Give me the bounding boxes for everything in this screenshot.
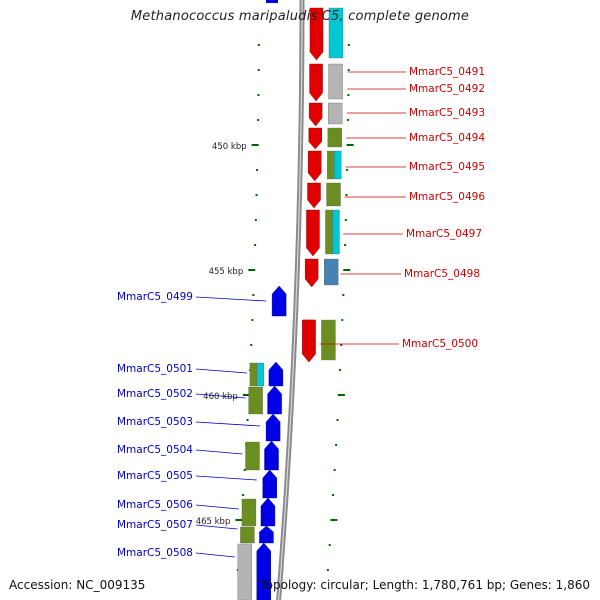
reverse-gene-arrow[interactable] [259, 525, 274, 544]
gene-label[interactable]: MmarC5_0507 [117, 519, 193, 531]
reverse-gene-arrow[interactable] [262, 469, 277, 499]
gene-label[interactable]: MmarC5_0496 [409, 191, 485, 203]
reverse-gene-arrow[interactable] [256, 542, 271, 600]
label-layer: MmarC5_0491 MmarC5_0492 MmarC5_0493 MmarC5_… [117, 66, 485, 559]
gene-label[interactable]: MmarC5_0503 [117, 416, 193, 428]
genome-backbone-highlight [278, 0, 303, 600]
gene-label[interactable]: MmarC5_0492 [409, 83, 485, 95]
forward-gene-arrow[interactable] [308, 127, 322, 150]
reverse-gene-arrow[interactable] [271, 285, 287, 317]
accession-text: Accession: NC_009135 [9, 578, 146, 592]
backbone-layer [276, 0, 305, 600]
gene-label[interactable]: MmarC5_0494 [409, 132, 485, 144]
cog-category-block [326, 182, 341, 207]
cog-category-block [334, 150, 342, 180]
cog-category-block [245, 441, 260, 471]
gene-label[interactable]: MmarC5_0501 [117, 363, 193, 375]
forward-gene-arrow[interactable] [309, 7, 324, 61]
gene-label-leader [195, 421, 261, 427]
gene-label[interactable]: MmarC5_0504 [117, 444, 193, 456]
gene-label[interactable]: MmarC5_0491 [409, 66, 485, 78]
cog-category-block [321, 319, 336, 361]
gene-label[interactable]: MmarC5_0506 [117, 499, 193, 511]
reverse-gene-arrow[interactable] [268, 361, 284, 387]
cog-layer [237, 7, 344, 600]
cog-category-block [328, 7, 344, 59]
gene-label[interactable]: MmarC5_0498 [404, 268, 480, 280]
forward-gene-arrow[interactable] [309, 63, 323, 102]
cog-category-block [237, 543, 252, 600]
reverse-gene-arrow[interactable] [265, 413, 281, 442]
reverse-gene-arrow[interactable] [267, 385, 282, 415]
forward-gene-arrow[interactable] [306, 209, 320, 257]
gene-label[interactable]: MmarC5_0495 [409, 161, 485, 173]
reverse-gene-arrow[interactable] [266, 0, 278, 3]
cog-category-block [327, 102, 343, 125]
forward-gene-arrow[interactable] [308, 102, 323, 127]
scale-label: 450 kbp [212, 142, 247, 152]
gene-label-leader [195, 475, 257, 481]
cog-category-block [332, 209, 340, 255]
reverse-gene-arrow[interactable] [264, 440, 279, 471]
cog-category-block [248, 386, 263, 415]
gene-label-leader [195, 524, 238, 530]
gene-label[interactable]: MmarC5_0508 [117, 547, 193, 559]
cog-category-block [256, 362, 265, 387]
gene-label-leader [195, 449, 243, 455]
cog-category-block [240, 526, 255, 544]
cog-category-block [249, 362, 258, 387]
gene-label-leader [195, 504, 239, 510]
gene-label[interactable]: MmarC5_0500 [402, 338, 478, 350]
forward-gene-arrow[interactable] [307, 182, 321, 209]
gene-label-leader [195, 552, 235, 558]
scale-label: 465 kbp [196, 517, 231, 527]
genome-summary-text: Topology: circular; Length: 1,780,761 bp… [260, 578, 590, 592]
forward-gene-arrow[interactable] [302, 319, 316, 363]
tick-layer: 450 kbp 455 kbp 460 kbp 465 kbp [196, 44, 354, 571]
gene-label-leader [195, 393, 246, 399]
cog-category-block [327, 127, 342, 148]
cog-category-block [324, 258, 339, 286]
forward-gene-arrow[interactable] [308, 150, 322, 182]
cog-category-block [327, 150, 335, 180]
gene-layer [256, 0, 324, 600]
cog-category-block [241, 498, 257, 527]
map-title: Methanococcus maripaludis C5, complete g… [130, 9, 470, 24]
gene-label-leader [195, 296, 267, 302]
cog-category-block [325, 209, 333, 255]
gene-label[interactable]: MmarC5_0499 [117, 291, 193, 303]
reverse-gene-arrow[interactable] [260, 497, 276, 527]
forward-gene-arrow[interactable] [304, 258, 319, 288]
scale-label: 455 kbp [209, 267, 244, 277]
gene-label[interactable]: MmarC5_0505 [117, 470, 193, 482]
gene-label[interactable]: MmarC5_0497 [406, 228, 482, 240]
gene-label[interactable]: MmarC5_0493 [409, 107, 485, 119]
cog-category-block [328, 63, 343, 100]
gene-label-leader [195, 368, 247, 374]
gene-label[interactable]: MmarC5_0502 [117, 388, 193, 400]
scale-label: 460 kbp [203, 392, 238, 402]
